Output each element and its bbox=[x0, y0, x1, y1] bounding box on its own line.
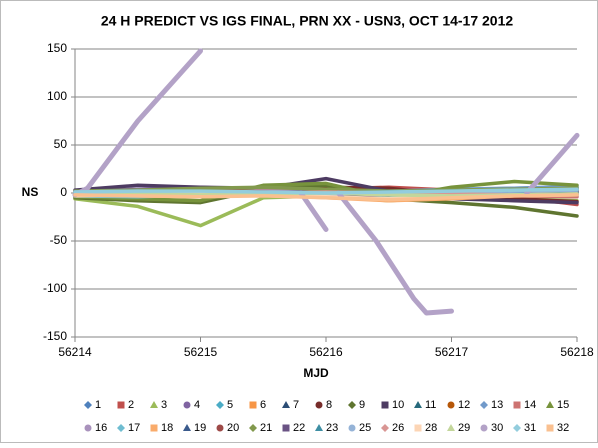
legend-label: 10 bbox=[392, 399, 404, 411]
legend-label: 12 bbox=[458, 399, 470, 411]
series-line bbox=[73, 176, 579, 205]
legend-marker bbox=[84, 424, 92, 432]
legend-label: 31 bbox=[524, 422, 536, 434]
legend-marker bbox=[480, 401, 488, 409]
legend-marker bbox=[282, 401, 290, 408]
legend-label: 29 bbox=[458, 422, 470, 434]
x-tick-label: 56218 bbox=[560, 345, 594, 359]
legend-marker bbox=[513, 401, 521, 409]
legend-label: 6 bbox=[260, 399, 266, 411]
x-tick-label: 56216 bbox=[309, 345, 343, 359]
legend-label: 14 bbox=[524, 399, 536, 411]
y-tick-label: 150 bbox=[47, 41, 67, 55]
y-tick-label: 100 bbox=[47, 89, 67, 103]
legend-marker bbox=[117, 401, 125, 409]
legend-label: 7 bbox=[293, 399, 299, 411]
legend-marker bbox=[480, 424, 488, 432]
legend-marker bbox=[447, 424, 455, 431]
y-axis-label: NS bbox=[22, 185, 39, 199]
legend-label: 19 bbox=[194, 422, 206, 434]
legend-label: 17 bbox=[128, 422, 140, 434]
x-tick-label: 56215 bbox=[184, 345, 218, 359]
legend-label: 13 bbox=[491, 399, 503, 411]
legend-label: 22 bbox=[293, 422, 305, 434]
legend-label: 18 bbox=[161, 422, 173, 434]
legend-marker bbox=[315, 401, 323, 409]
legend-marker bbox=[348, 401, 356, 409]
legend-label: 16 bbox=[95, 422, 107, 434]
legend-label: 2 bbox=[128, 399, 134, 411]
series-line bbox=[73, 193, 579, 202]
legend-marker bbox=[249, 401, 257, 409]
y-tick-label: 0 bbox=[60, 185, 67, 199]
legend-marker bbox=[150, 401, 158, 408]
legend-marker bbox=[282, 424, 290, 432]
legend-label: 28 bbox=[425, 422, 437, 434]
series-line bbox=[73, 183, 579, 218]
legend-marker bbox=[150, 424, 158, 432]
legend-label: 4 bbox=[194, 399, 200, 411]
series-line bbox=[73, 187, 579, 195]
y-tick-label: -150 bbox=[43, 329, 67, 343]
x-tick-label: 56217 bbox=[435, 345, 469, 359]
legend-marker bbox=[414, 424, 422, 432]
legend-marker bbox=[84, 401, 92, 409]
legend-marker bbox=[315, 424, 323, 431]
legend-marker bbox=[447, 401, 455, 409]
legend-label: 20 bbox=[227, 422, 239, 434]
legend-label: 1 bbox=[95, 399, 101, 411]
legend-marker bbox=[381, 401, 389, 409]
x-tick-label: 56214 bbox=[58, 345, 92, 359]
legend-marker bbox=[348, 424, 356, 432]
legend-label: 26 bbox=[392, 422, 404, 434]
legend-marker bbox=[546, 401, 554, 408]
legend-label: 11 bbox=[425, 399, 436, 411]
legend-label: 9 bbox=[359, 399, 365, 411]
legend-label: 3 bbox=[161, 399, 167, 411]
legend-marker bbox=[381, 424, 389, 432]
legend-marker bbox=[249, 424, 257, 432]
y-tick-label: -100 bbox=[43, 281, 67, 295]
legend-marker bbox=[216, 424, 224, 432]
legend-marker bbox=[513, 424, 521, 432]
legend-label: 15 bbox=[557, 399, 569, 411]
x-axis-label: MJD bbox=[303, 366, 329, 380]
legend-marker bbox=[546, 424, 554, 432]
legend-label: 5 bbox=[227, 399, 233, 411]
legend-label: 32 bbox=[557, 422, 569, 434]
legend-label: 8 bbox=[326, 399, 332, 411]
legend-marker bbox=[183, 401, 191, 409]
legend-marker bbox=[414, 401, 422, 408]
chart-title: 24 H PREDICT VS IGS FINAL, PRN XX - USN3… bbox=[101, 13, 514, 29]
legend-label: 21 bbox=[260, 422, 272, 434]
series-line bbox=[72, 48, 580, 316]
legend-marker bbox=[117, 424, 125, 432]
y-tick-label: 50 bbox=[54, 137, 68, 151]
legend-label: 23 bbox=[326, 422, 338, 434]
legend-marker bbox=[216, 401, 224, 409]
legend-marker bbox=[183, 424, 191, 431]
series-line bbox=[73, 179, 579, 203]
y-tick-label: -50 bbox=[50, 233, 68, 247]
legend-label: 30 bbox=[491, 422, 503, 434]
legend-label: 25 bbox=[359, 422, 371, 434]
